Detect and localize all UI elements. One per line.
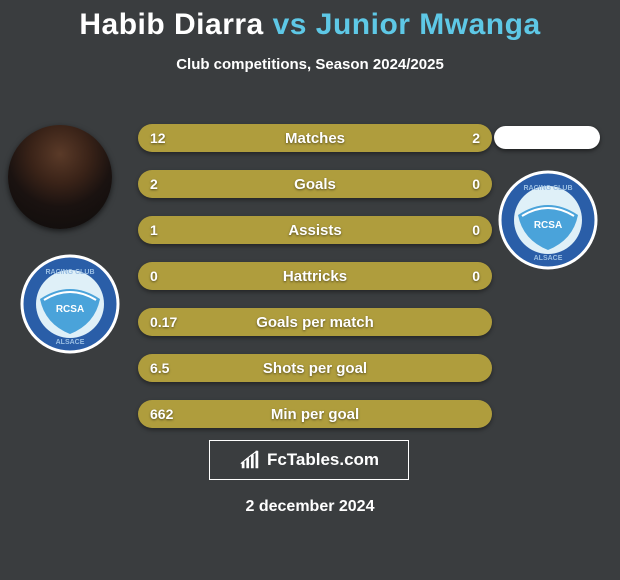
stat-label: Shots per goal xyxy=(263,360,367,377)
player2-avatar xyxy=(494,126,600,149)
stat-row: 2 Goals 0 xyxy=(138,170,492,198)
title-vs: vs xyxy=(273,8,307,41)
svg-text:ALSACE: ALSACE xyxy=(56,339,85,346)
stat-left-value: 6.5 xyxy=(150,360,169,376)
stat-left-value: 1 xyxy=(150,222,158,238)
stat-right-value: 0 xyxy=(472,268,480,284)
stat-label: Goals per match xyxy=(256,314,374,331)
stat-label: Matches xyxy=(285,130,345,147)
stat-row: 0.17 Goals per match xyxy=(138,308,492,336)
stat-left-value: 662 xyxy=(150,406,173,422)
svg-text:RACING CLUB: RACING CLUB xyxy=(46,269,95,276)
source-logo: FcTables.com xyxy=(209,440,409,480)
stat-left-value: 12 xyxy=(150,130,166,146)
stat-left-value: 0 xyxy=(150,268,158,284)
date: 2 december 2024 xyxy=(0,498,620,516)
stat-right-value: 0 xyxy=(472,222,480,238)
stat-label: Goals xyxy=(294,176,336,193)
stat-right-value: 0 xyxy=(472,176,480,192)
stat-label: Min per goal xyxy=(271,406,359,423)
stat-left-value: 2 xyxy=(150,176,158,192)
stat-left-value: 0.17 xyxy=(150,314,177,330)
chart-icon xyxy=(239,449,261,471)
page-title: Habib Diarra vs Junior Mwanga xyxy=(0,0,620,42)
player1-club-crest: RACING CLUB ALSACE RCSA xyxy=(20,254,120,354)
logo-text: FcTables.com xyxy=(267,450,379,470)
stat-row: 662 Min per goal xyxy=(138,400,492,428)
stat-right-value: 2 xyxy=(472,130,480,146)
stat-row: 12 Matches 2 xyxy=(138,124,492,152)
player2-club-crest: RACING CLUB ALSACE RCSA xyxy=(498,170,598,270)
stat-row: 6.5 Shots per goal xyxy=(138,354,492,382)
stat-label: Assists xyxy=(288,222,341,239)
title-player1: Habib Diarra xyxy=(79,8,263,41)
svg-text:RCSA: RCSA xyxy=(56,304,84,315)
subtitle: Club competitions, Season 2024/2025 xyxy=(0,56,620,73)
player1-avatar xyxy=(8,125,112,229)
svg-text:RCSA: RCSA xyxy=(534,220,562,231)
stat-label: Hattricks xyxy=(283,268,347,285)
svg-text:ALSACE: ALSACE xyxy=(534,255,563,262)
title-player2: Junior Mwanga xyxy=(316,8,541,41)
stats-container: 12 Matches 2 2 Goals 0 1 Assists 0 0 Hat… xyxy=(138,124,492,446)
svg-text:RACING CLUB: RACING CLUB xyxy=(524,185,573,192)
stat-row: 0 Hattricks 0 xyxy=(138,262,492,290)
stat-row: 1 Assists 0 xyxy=(138,216,492,244)
